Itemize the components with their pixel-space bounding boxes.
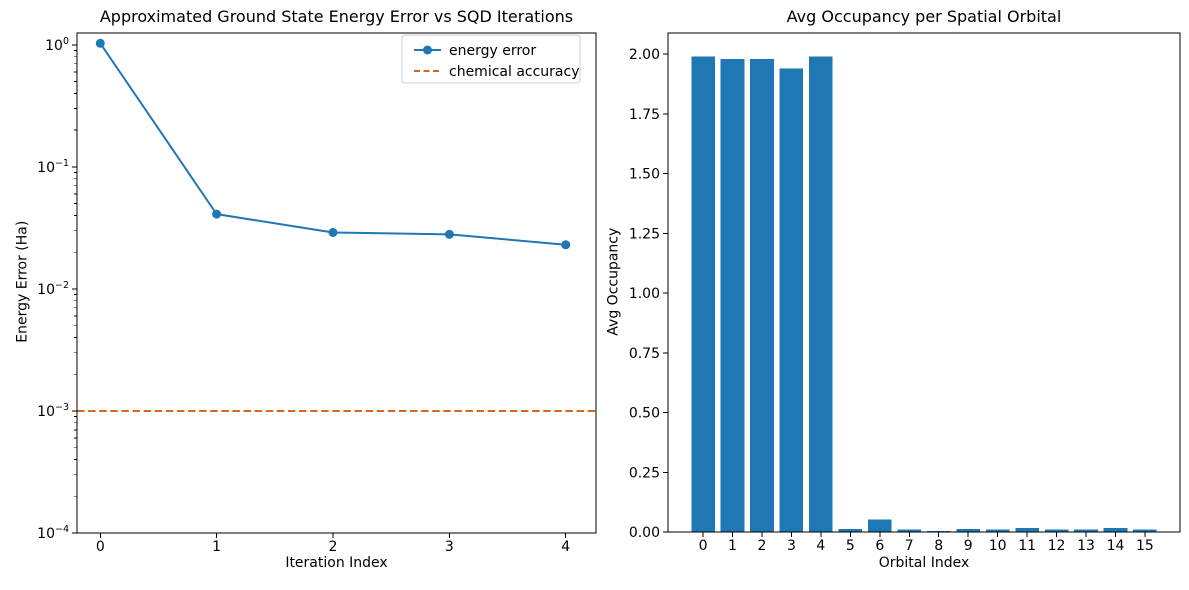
- y-tick-label: 1.25: [629, 226, 660, 242]
- y-tick-label: 10−3: [37, 402, 69, 420]
- energy-error-marker: [444, 229, 454, 239]
- left-plot: 100 10−1 10−2 10−3 10−4 0 1 2 3 4 energy error chem…: [37, 32, 597, 555]
- legend-label: energy error: [449, 43, 536, 59]
- left-plot-ylabel: Energy Error (Ha): [14, 220, 31, 343]
- x-tick-label: 2: [329, 539, 338, 555]
- x-tick-label: 0: [699, 538, 708, 554]
- legend-marker-sample: [423, 45, 432, 55]
- y-tick-label: 1.00: [629, 286, 660, 302]
- y-tick-label: 10−4: [37, 524, 69, 542]
- right-axes-frame: [667, 32, 1181, 533]
- right-plot-xlabel: Orbital Index: [878, 555, 970, 571]
- x-tick-label: 15: [1136, 538, 1154, 554]
- x-tick-label: 3: [787, 538, 796, 554]
- right-plot-ylabel: Avg Occupancy: [605, 227, 622, 336]
- occupancy-bar: [1015, 528, 1039, 532]
- x-tick-label: 7: [905, 538, 914, 554]
- x-tick-label: 6: [875, 538, 884, 554]
- occupancy-bar: [691, 56, 715, 532]
- occupancy-bar: [1133, 529, 1157, 532]
- left-plot-xlabel: Iteration Index: [285, 555, 388, 571]
- energy-error-marker: [328, 227, 338, 237]
- x-tick-label: 3: [445, 539, 454, 555]
- x-tick-label: 8: [934, 538, 943, 554]
- x-tick-label: 1: [728, 538, 737, 554]
- occupancy-bar: [1044, 529, 1069, 532]
- legend-border: [401, 34, 581, 84]
- occupancy-bar: [838, 529, 863, 532]
- y-tick-label: 0.50: [629, 406, 660, 422]
- y-tick-label: 100: [45, 36, 69, 54]
- occupancy-bar: [1103, 528, 1128, 532]
- x-tick-label: 11: [1018, 538, 1036, 554]
- x-tick-label: 4: [561, 539, 570, 555]
- energy-error-marker: [561, 240, 571, 250]
- x-tick-label: 10: [989, 538, 1007, 554]
- occupancy-bar: [750, 58, 774, 533]
- y-tick-label: 10−2: [37, 280, 69, 298]
- y-tick-label: 0.75: [629, 346, 660, 362]
- x-tick-label: 1: [212, 539, 221, 555]
- occupancy-bar: [985, 529, 1010, 532]
- x-tick-label: 2: [758, 538, 767, 554]
- energy-error-marker: [95, 38, 105, 48]
- y-tick-label: 0.25: [629, 465, 660, 481]
- x-tick-label: 5: [846, 538, 855, 554]
- x-tick-label: 12: [1048, 538, 1066, 554]
- energy-error-marker: [212, 209, 222, 219]
- occupancy-bar: [868, 519, 892, 532]
- right-plot: 0.000.250.500.751.001.251.501.752.000 1 2 3…: [629, 32, 1181, 554]
- y-tick-label: 0.00: [629, 525, 660, 541]
- left-plot-title: Approximated Ground State Energy Error v…: [99, 7, 574, 26]
- occupancy-bar: [779, 68, 804, 533]
- occupancy-bar: [809, 56, 833, 532]
- x-tick-label: 4: [816, 538, 825, 554]
- y-tick-label: 1.75: [629, 107, 660, 123]
- occupancy-bar: [897, 529, 922, 532]
- occupancy-bar: [720, 58, 745, 533]
- left-axes-frame: [76, 32, 597, 534]
- y-tick-label: 2.00: [629, 47, 660, 63]
- y-tick-label: 1.50: [629, 167, 660, 183]
- occupancy-bar: [926, 530, 951, 532]
- occupancy-bar: [1074, 529, 1098, 532]
- y-tick-label: 10−1: [37, 158, 69, 176]
- x-tick-label: 14: [1107, 538, 1125, 554]
- legend: energy error chemical accuracy: [401, 34, 581, 84]
- legend-label: chemical accuracy: [449, 64, 580, 80]
- x-tick-label: 13: [1077, 538, 1095, 554]
- x-tick-label: 9: [964, 538, 973, 554]
- x-tick-label: 0: [96, 539, 105, 555]
- right-plot-title: Avg Occupancy per Spatial Orbital: [786, 7, 1062, 26]
- occupancy-bar: [956, 529, 980, 532]
